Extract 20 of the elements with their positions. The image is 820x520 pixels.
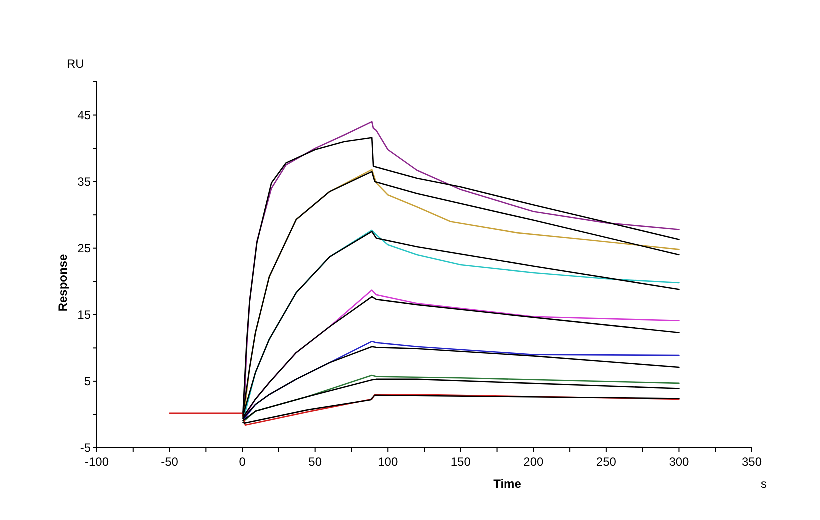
x-axis-title: Time bbox=[494, 477, 522, 491]
y-tick-label: -5 bbox=[80, 441, 92, 455]
x-tick-label: -100 bbox=[84, 455, 110, 469]
x-tick-label: 350 bbox=[742, 455, 762, 469]
y-tick-label: 25 bbox=[78, 241, 92, 256]
x-tick-label: 150 bbox=[450, 455, 472, 469]
x-tick-label: 200 bbox=[524, 455, 544, 469]
text: RU bbox=[67, 57, 84, 71]
x-tick-label: 250 bbox=[596, 455, 617, 469]
x-tick-label: 0 bbox=[239, 455, 246, 469]
y-tick-label: 15 bbox=[78, 308, 92, 322]
x-tick-label: 300 bbox=[669, 455, 690, 469]
y-tick-label: 35 bbox=[78, 174, 92, 189]
y-tick-label: 5 bbox=[84, 374, 92, 388]
x-tick-label: 50 bbox=[308, 455, 322, 469]
text: s bbox=[761, 477, 767, 491]
y-tick-label: 45 bbox=[78, 108, 92, 122]
y-axis-title: Response bbox=[56, 254, 70, 312]
x-tick-label: 100 bbox=[378, 455, 398, 469]
x-tick-label: -50 bbox=[161, 455, 179, 469]
